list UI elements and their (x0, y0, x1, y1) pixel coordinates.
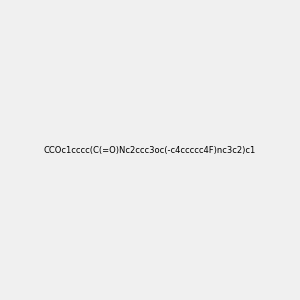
Text: CCOc1cccc(C(=O)Nc2ccc3oc(-c4ccccc4F)nc3c2)c1: CCOc1cccc(C(=O)Nc2ccc3oc(-c4ccccc4F)nc3c… (44, 146, 256, 154)
